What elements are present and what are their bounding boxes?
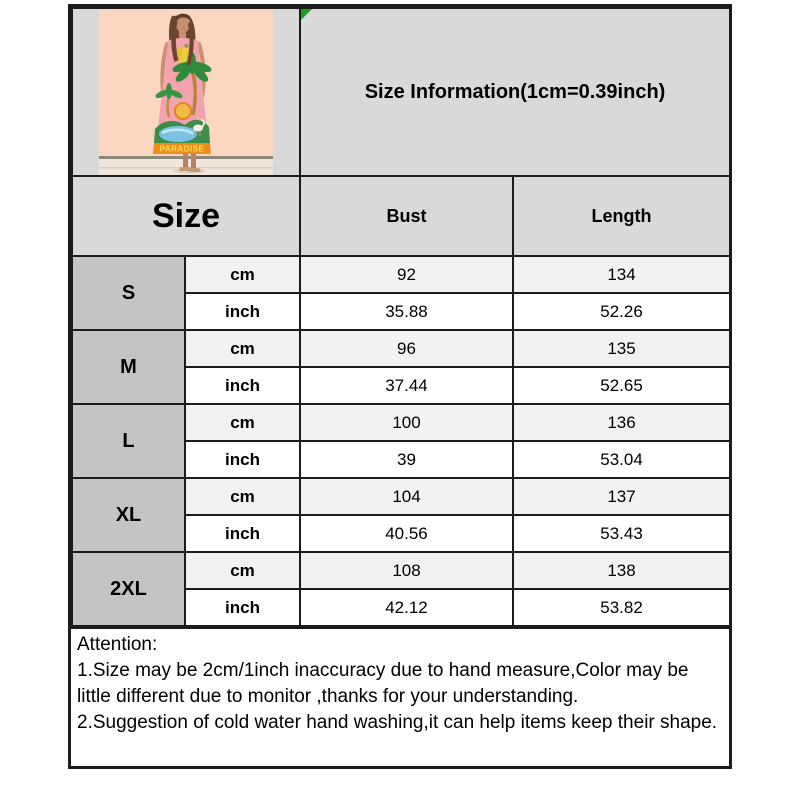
length-value-cell: 134 <box>511 255 732 294</box>
table-row: XL cm 104 137 <box>71 477 732 553</box>
length-value-cell: 137 <box>511 477 732 516</box>
table-row: 2XL cm 108 138 <box>71 551 732 627</box>
unit-cell: inch <box>184 588 301 627</box>
top-row: PARADISE Size Information(1cm=0.39inch) <box>71 7 732 177</box>
length-value-cell: 136 <box>511 403 732 442</box>
column-header-size: Size <box>71 175 301 257</box>
column-header-length: Length <box>511 175 732 257</box>
product-photo: PARADISE <box>99 10 273 174</box>
bust-value-cell: 100 <box>299 403 514 442</box>
size-table: PARADISE Size Information(1cm=0.39inch) … <box>71 7 732 627</box>
unit-cell: inch <box>184 440 301 479</box>
size-info-title: Size Information(1cm=0.39inch) <box>364 80 666 103</box>
column-header-bust: Bust <box>299 175 514 257</box>
table-row: L cm 100 136 <box>71 403 732 479</box>
table-row: inch 42.12 53.82 <box>72 588 732 627</box>
bust-value-cell: 42.12 <box>299 588 514 627</box>
size-info-title-cell: Size Information(1cm=0.39inch) <box>298 7 732 177</box>
size-label-cell: M <box>71 329 186 405</box>
bust-value-cell: 96 <box>299 329 514 368</box>
size-label-cell: XL <box>71 477 186 553</box>
table-row: inch 40.56 53.43 <box>72 514 732 553</box>
size-label-cell: S <box>71 255 186 331</box>
table-row: inch 39 53.04 <box>72 440 732 479</box>
bust-value-cell: 39 <box>299 440 514 479</box>
bust-value-cell: 104 <box>299 477 514 516</box>
length-value-cell: 135 <box>511 329 732 368</box>
table-row: inch 37.44 52.65 <box>72 366 732 405</box>
length-value-cell: 138 <box>511 551 732 590</box>
attention-box: Attention: 1.Size may be 2cm/1inch inacc… <box>71 627 729 766</box>
column-header-row: Size Bust Length <box>71 175 732 257</box>
table-row: M cm 96 135 <box>71 329 732 405</box>
hem-text: PARADISE <box>160 145 205 154</box>
table-row: S cm 92 134 <box>71 255 732 331</box>
bust-value-cell: 37.44 <box>299 366 514 405</box>
bust-value-cell: 92 <box>299 255 514 294</box>
bust-value-cell: 35.88 <box>299 292 514 331</box>
length-value-cell: 52.26 <box>511 292 732 331</box>
unit-cell: cm <box>184 255 301 294</box>
length-value-cell: 53.43 <box>511 514 732 553</box>
bust-value-cell: 40.56 <box>299 514 514 553</box>
table-row: inch 35.88 52.26 <box>72 292 732 331</box>
length-value-cell: 53.82 <box>511 588 732 627</box>
unit-cell: inch <box>184 292 301 331</box>
size-label-cell: L <box>71 403 186 479</box>
unit-cell: cm <box>184 551 301 590</box>
unit-cell: cm <box>184 403 301 442</box>
attention-line-2: 2.Suggestion of cold water hand washing,… <box>77 712 718 733</box>
attention-line-1: 1.Size may be 2cm/1inch inaccuracy due t… <box>77 660 689 707</box>
product-photo-cell: PARADISE <box>71 7 301 177</box>
unit-cell: cm <box>184 477 301 516</box>
size-chart-sheet: PARADISE Size Information(1cm=0.39inch) … <box>68 4 732 769</box>
length-value-cell: 52.65 <box>511 366 732 405</box>
length-value-cell: 53.04 <box>511 440 732 479</box>
unit-cell: cm <box>184 329 301 368</box>
attention-heading: Attention: <box>77 634 158 655</box>
size-label-cell: 2XL <box>71 551 186 627</box>
unit-cell: inch <box>184 366 301 405</box>
bust-value-cell: 108 <box>299 551 514 590</box>
corner-flag-icon <box>302 10 312 20</box>
unit-cell: inch <box>184 514 301 553</box>
